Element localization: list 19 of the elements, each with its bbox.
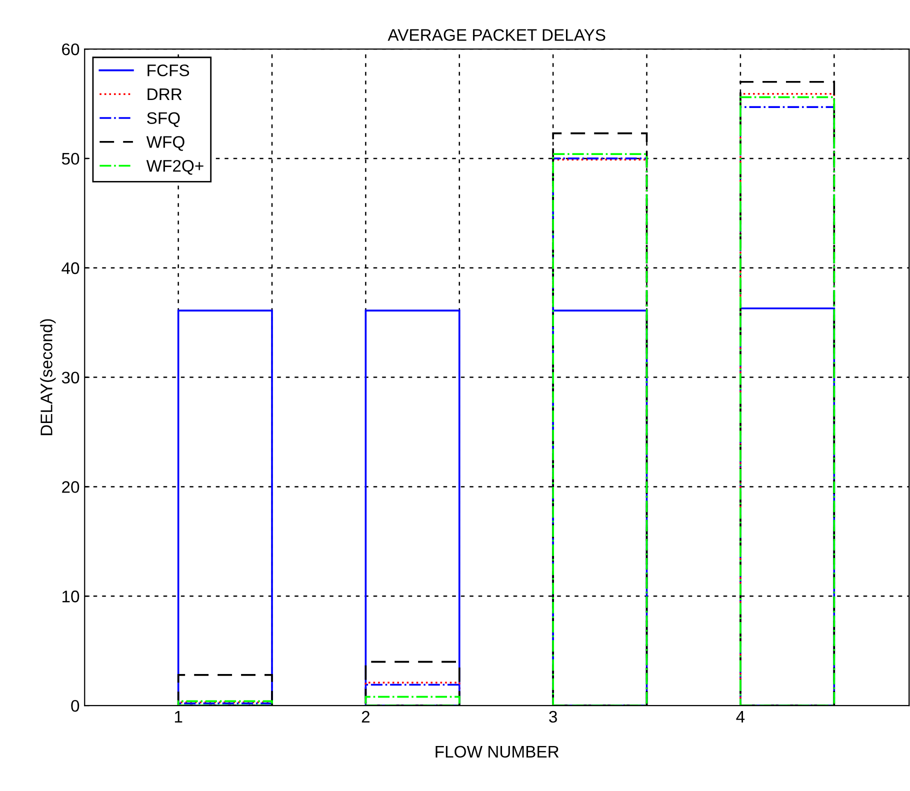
- legend-label: DRR: [148, 88, 182, 100]
- y-axis-title: DELAY(second): [40, 319, 56, 436]
- y-tick-label: 10: [62, 590, 80, 602]
- legend-label: WF2Q+: [146, 160, 204, 175]
- y-tick-label: 30: [62, 372, 80, 384]
- y-tick-label: 60: [62, 43, 80, 56]
- x-tick-label: 1: [174, 711, 182, 723]
- legend-label: SFQ: [147, 112, 180, 128]
- y-tick-label: 0: [71, 700, 80, 712]
- x-tick-label: 2: [362, 710, 370, 723]
- legend-label: FCFS: [148, 64, 190, 76]
- chart-title: AVERAGE PACKET DELAYS: [388, 29, 606, 41]
- x-tick-label: 3: [549, 710, 557, 723]
- y-tick-label: 40: [62, 262, 80, 274]
- legend-label: WFQ: [146, 136, 184, 151]
- y-tick-label: 50: [62, 152, 80, 165]
- x-tick-label: 4: [736, 711, 745, 723]
- x-axis-title: FLOW NUMBER: [436, 746, 559, 758]
- y-tick-label: 20: [62, 481, 80, 493]
